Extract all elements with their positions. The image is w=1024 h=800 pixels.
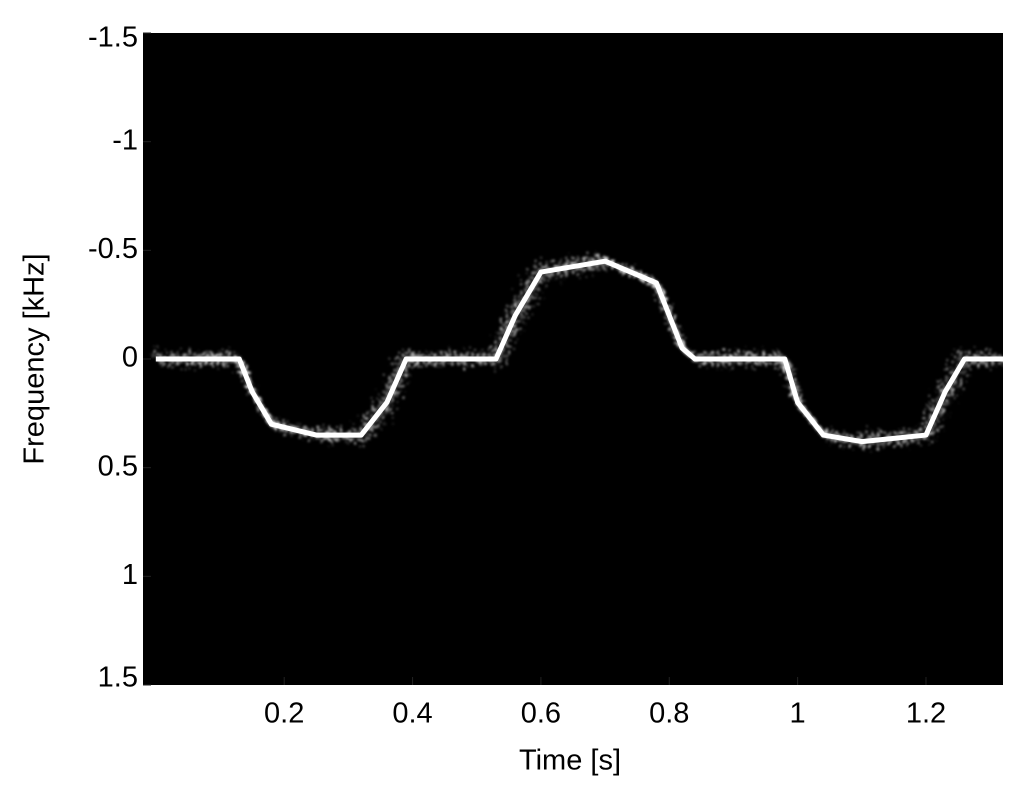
y-tick-label: 0 <box>122 342 138 374</box>
plot-area <box>143 33 1003 685</box>
x-tick-label: 0.4 <box>392 698 432 730</box>
x-tick-label: 0.8 <box>649 698 689 730</box>
y-tick-label: 1.5 <box>98 662 138 694</box>
x-axis-label: Time [s] <box>519 745 621 777</box>
y-tick-label: 1 <box>122 559 138 591</box>
x-tick-label: 1.2 <box>906 698 946 730</box>
spectrogram-trace <box>155 258 1003 445</box>
y-tick-label: -0.5 <box>88 233 138 265</box>
y-tick-label: -1.5 <box>88 22 138 54</box>
y-axis-label: Frequency [kHz] <box>19 253 51 464</box>
x-tick-label: 0.2 <box>264 698 304 730</box>
x-tick-label: 0.6 <box>521 698 561 730</box>
y-tick-label: 0.5 <box>98 450 138 482</box>
y-tick-label: -1 <box>112 124 138 156</box>
x-tick-label: 1 <box>790 698 806 730</box>
